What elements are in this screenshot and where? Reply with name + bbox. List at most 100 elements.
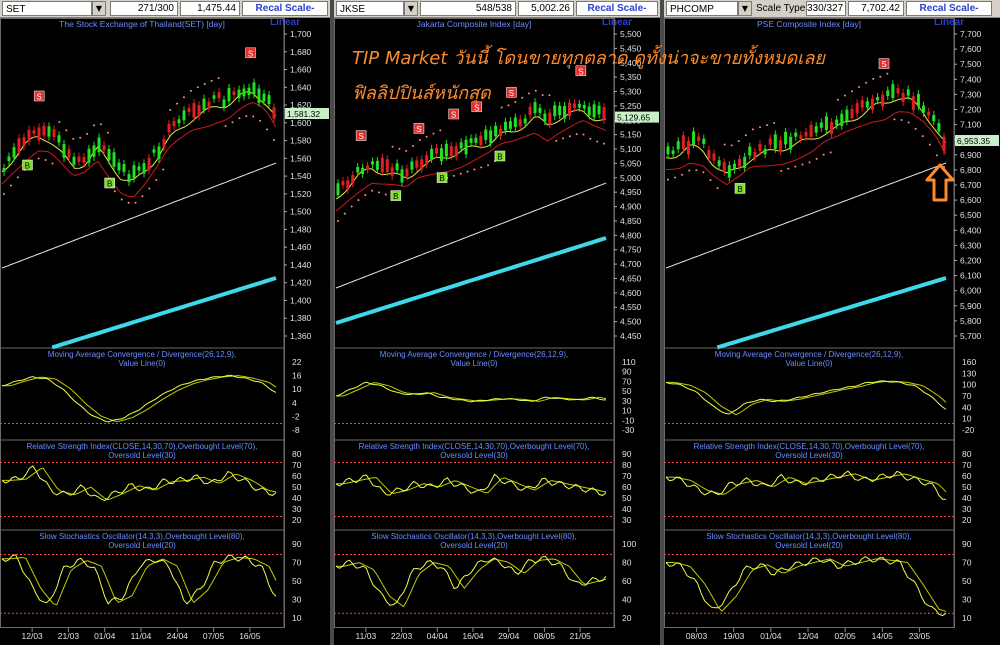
candle-down — [390, 167, 394, 176]
candle-down — [366, 165, 370, 170]
rsi-axis-tick: 70 — [622, 471, 632, 481]
symbol-dropdown-icon[interactable]: ▼ — [92, 1, 106, 16]
candle-down — [479, 135, 483, 145]
price-axis-tick: 1,440 — [290, 260, 312, 270]
psar-dot — [815, 157, 818, 160]
psar-dot — [127, 201, 130, 204]
last-price-tag — [615, 111, 659, 123]
price-axis-tick: 7,100 — [960, 120, 982, 130]
macd-pane-title-cont: Value Line(0) — [119, 359, 166, 368]
candle-down — [207, 101, 211, 109]
candle-down — [346, 180, 350, 190]
price-chart-title: Jakarta Composite Index [day] — [417, 19, 532, 29]
price-axis-tick: 1,460 — [290, 242, 312, 252]
psar-dot — [548, 94, 551, 97]
candle-down — [753, 152, 757, 158]
rsi-axis-tick: 50 — [962, 482, 972, 492]
recal-scale-button[interactable]: Recal Scale-Linear — [576, 1, 658, 28]
rsi-axis-tick: 60 — [292, 471, 302, 481]
price-axis-tick: 4,700 — [620, 259, 642, 269]
ma-long-cyan-line — [51, 276, 277, 350]
signal-letter: S — [509, 89, 514, 98]
candle-up — [538, 107, 542, 113]
candle-up — [430, 148, 434, 159]
psar-dot — [196, 86, 199, 89]
recal-scale-button[interactable]: Recal Scale-Linear — [906, 1, 992, 28]
candle-down — [518, 119, 522, 127]
chart-area[interactable]: PSE Composite Index [day] 7,700 7,600 7,500… — [664, 18, 1000, 645]
bar-range-field: 271/300 — [110, 1, 178, 16]
candle-up — [469, 138, 473, 143]
psar-dot — [259, 119, 262, 122]
candle-down — [809, 124, 813, 137]
candle-down — [52, 129, 56, 138]
panel-divider[interactable] — [330, 0, 334, 645]
last-price-tag — [955, 135, 999, 146]
price-axis-tick: 1,500 — [290, 207, 312, 217]
macd-axis-tick: 70 — [962, 391, 972, 401]
psar-dot — [377, 191, 380, 194]
price-axis-tick: 1,580 — [290, 136, 312, 146]
stochastic-axis-tick: 90 — [962, 539, 972, 549]
symbol-input[interactable]: JKSE — [336, 1, 404, 16]
rsi-axis-tick: 60 — [962, 471, 972, 481]
psar-dot — [238, 117, 241, 120]
candle-up — [122, 164, 126, 172]
last-price-tag — [285, 108, 329, 119]
psar-dot — [514, 101, 517, 103]
psar-dot — [266, 128, 269, 131]
candle-down — [697, 136, 701, 142]
date-axis-tick: 11/04 — [131, 631, 152, 641]
psar-dot — [134, 201, 137, 204]
macd-axis-tick: 90 — [622, 367, 632, 377]
price-axis-tick: 5,800 — [960, 316, 982, 326]
rsi-axis-tick: 30 — [292, 504, 302, 514]
psar-dot — [37, 157, 40, 160]
stochastic-main-line — [335, 555, 607, 606]
chart-area[interactable]: Jakarta Composite Index [day] 5,500 5,450 5… — [334, 18, 660, 645]
psar-dot — [829, 151, 832, 154]
sell-signal-marker — [245, 47, 256, 59]
psar-dot — [203, 83, 206, 86]
symbol-dropdown-icon[interactable]: ▼ — [738, 1, 752, 16]
macd-axis-tick: 40 — [962, 402, 972, 412]
candle-up — [395, 163, 399, 171]
price-axis-tick: 5,050 — [620, 158, 642, 168]
stochastic-axis-tick: 10 — [962, 613, 972, 623]
chart-area[interactable]: The Stock Exchange of Thailand(SET) [day… — [0, 18, 330, 645]
price-axis-tick: 7,200 — [960, 105, 982, 115]
candle-down — [187, 108, 191, 112]
candle-up — [375, 160, 379, 170]
candle-up — [439, 148, 443, 162]
candle-up — [824, 116, 828, 131]
candle-up — [132, 165, 136, 179]
candle-down — [568, 102, 572, 116]
candle-up — [127, 174, 131, 183]
price-axis-tick: 6,100 — [960, 271, 982, 281]
macd-axis-tick: 50 — [622, 386, 632, 396]
date-axis-tick: 16/04 — [462, 631, 484, 641]
symbol-input[interactable]: PHCOMP — [666, 1, 738, 16]
rsi-main-line — [1, 465, 277, 502]
psar-dot — [162, 168, 165, 171]
psar-dot — [210, 79, 213, 82]
psar-dot — [148, 187, 151, 190]
candle-up — [72, 156, 76, 165]
candle-down — [435, 147, 439, 154]
recal-scale-button[interactable]: Recal Scale-Linear — [242, 1, 328, 28]
symbol-dropdown-icon[interactable]: ▼ — [404, 1, 418, 16]
rsi-axis-tick: 40 — [622, 504, 632, 514]
candle-up — [763, 148, 767, 155]
macd-pane-title: Moving Average Convergence / Divergence(… — [48, 350, 236, 359]
psar-dot — [751, 128, 754, 131]
candle-down — [572, 103, 576, 109]
ma-white-line — [335, 182, 607, 289]
price-axis-tick: 6,400 — [960, 225, 982, 235]
panel-divider[interactable] — [660, 0, 664, 645]
psar-dot — [603, 142, 605, 145]
psar-dot — [9, 184, 12, 187]
rsi-signal-line — [336, 477, 607, 494]
candle-down — [454, 146, 458, 157]
psar-dot — [452, 174, 455, 177]
symbol-input[interactable]: SET — [2, 1, 92, 16]
